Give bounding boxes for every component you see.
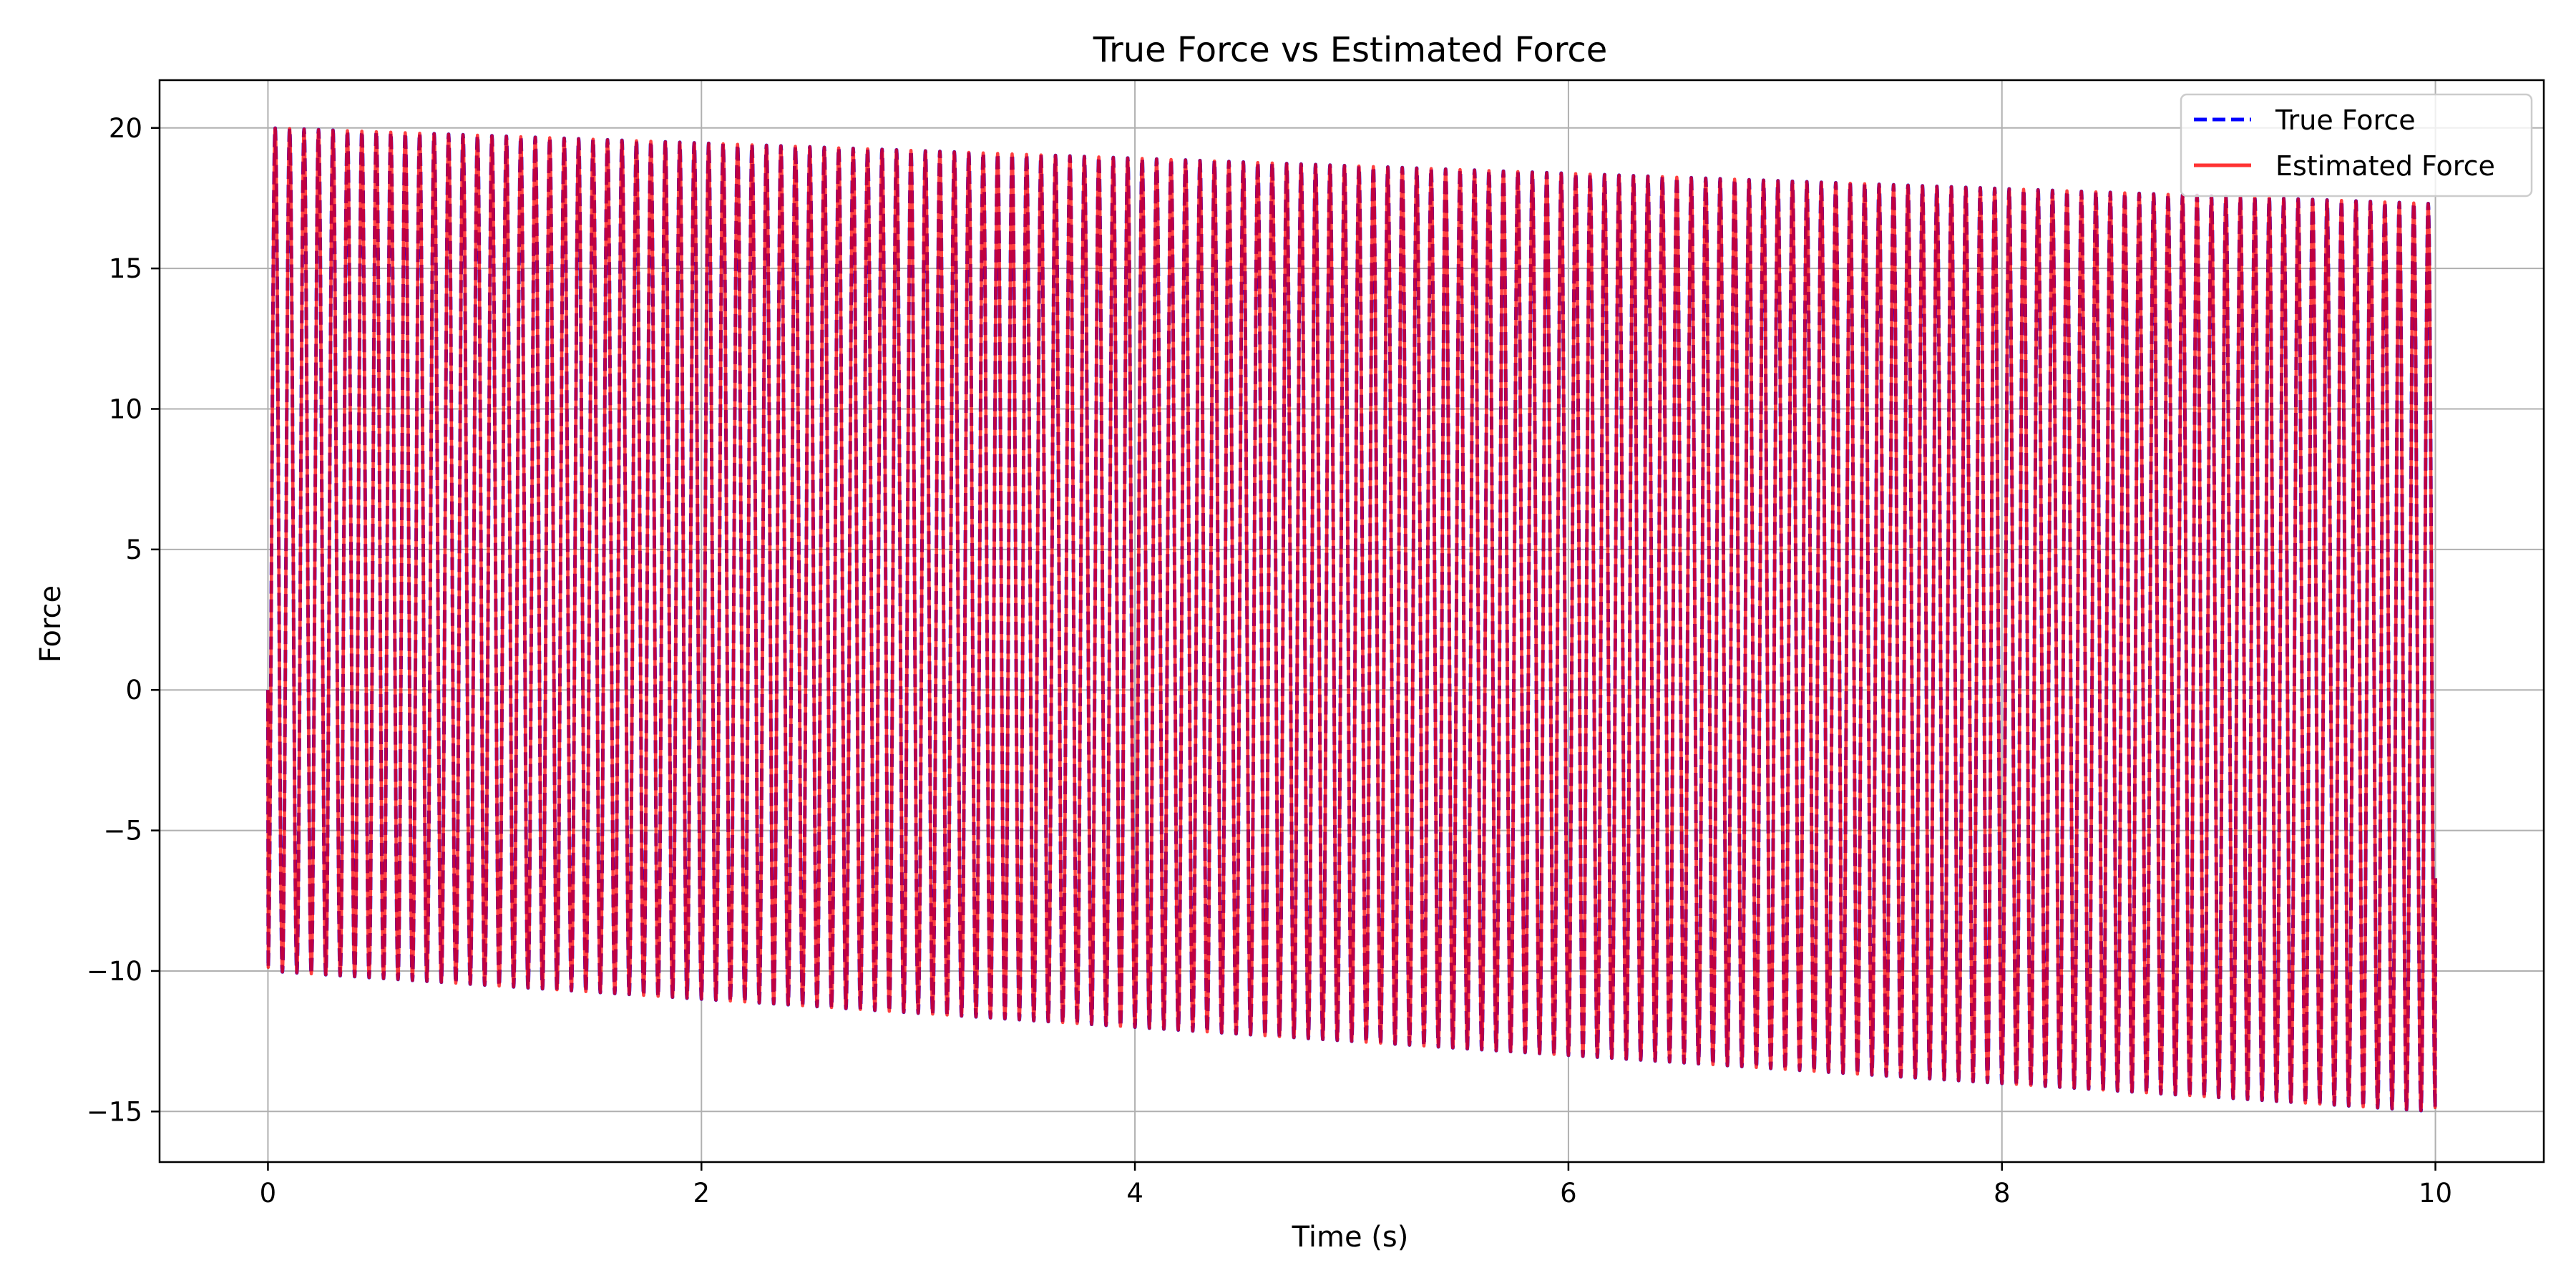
y-axis-label: Force: [34, 585, 67, 663]
legend-label-estimated-force: Estimated Force: [2275, 150, 2495, 182]
y-tick-label: 15: [109, 253, 142, 284]
y-tick-label: 0: [125, 675, 142, 706]
x-tick-label: 8: [1994, 1178, 2011, 1209]
y-tick-label: −10: [87, 956, 142, 987]
y-tick-label: −5: [103, 816, 142, 847]
series-line-estimated-force: [266, 126, 2437, 1113]
chart-title: True Force vs Estimated Force: [1093, 30, 1608, 70]
y-tick-label: 20: [109, 113, 142, 144]
legend-label-true-force: True Force: [2275, 104, 2416, 136]
y-tick-label: −15: [87, 1096, 142, 1127]
x-axis-label: Time (s): [1292, 1221, 1409, 1254]
legend-box: [2180, 93, 2533, 197]
x-tick-label: 0: [260, 1178, 277, 1209]
x-tick-label: 2: [693, 1178, 710, 1209]
series-layer: [265, 126, 2438, 1113]
x-tick-label: 4: [1126, 1178, 1143, 1209]
legend: True Force Estimated Force: [2180, 93, 2533, 197]
y-tick-label: 5: [125, 535, 142, 565]
x-tick-label: 10: [2419, 1178, 2452, 1209]
axis-ticks: 0 2 4 6 8 10 −15 −10 −5 0 5 10 15 20: [87, 113, 2452, 1209]
plot-frame: [158, 79, 2545, 1163]
x-tick-label: 6: [1560, 1178, 1577, 1209]
y-tick-label: 10: [109, 394, 142, 424]
